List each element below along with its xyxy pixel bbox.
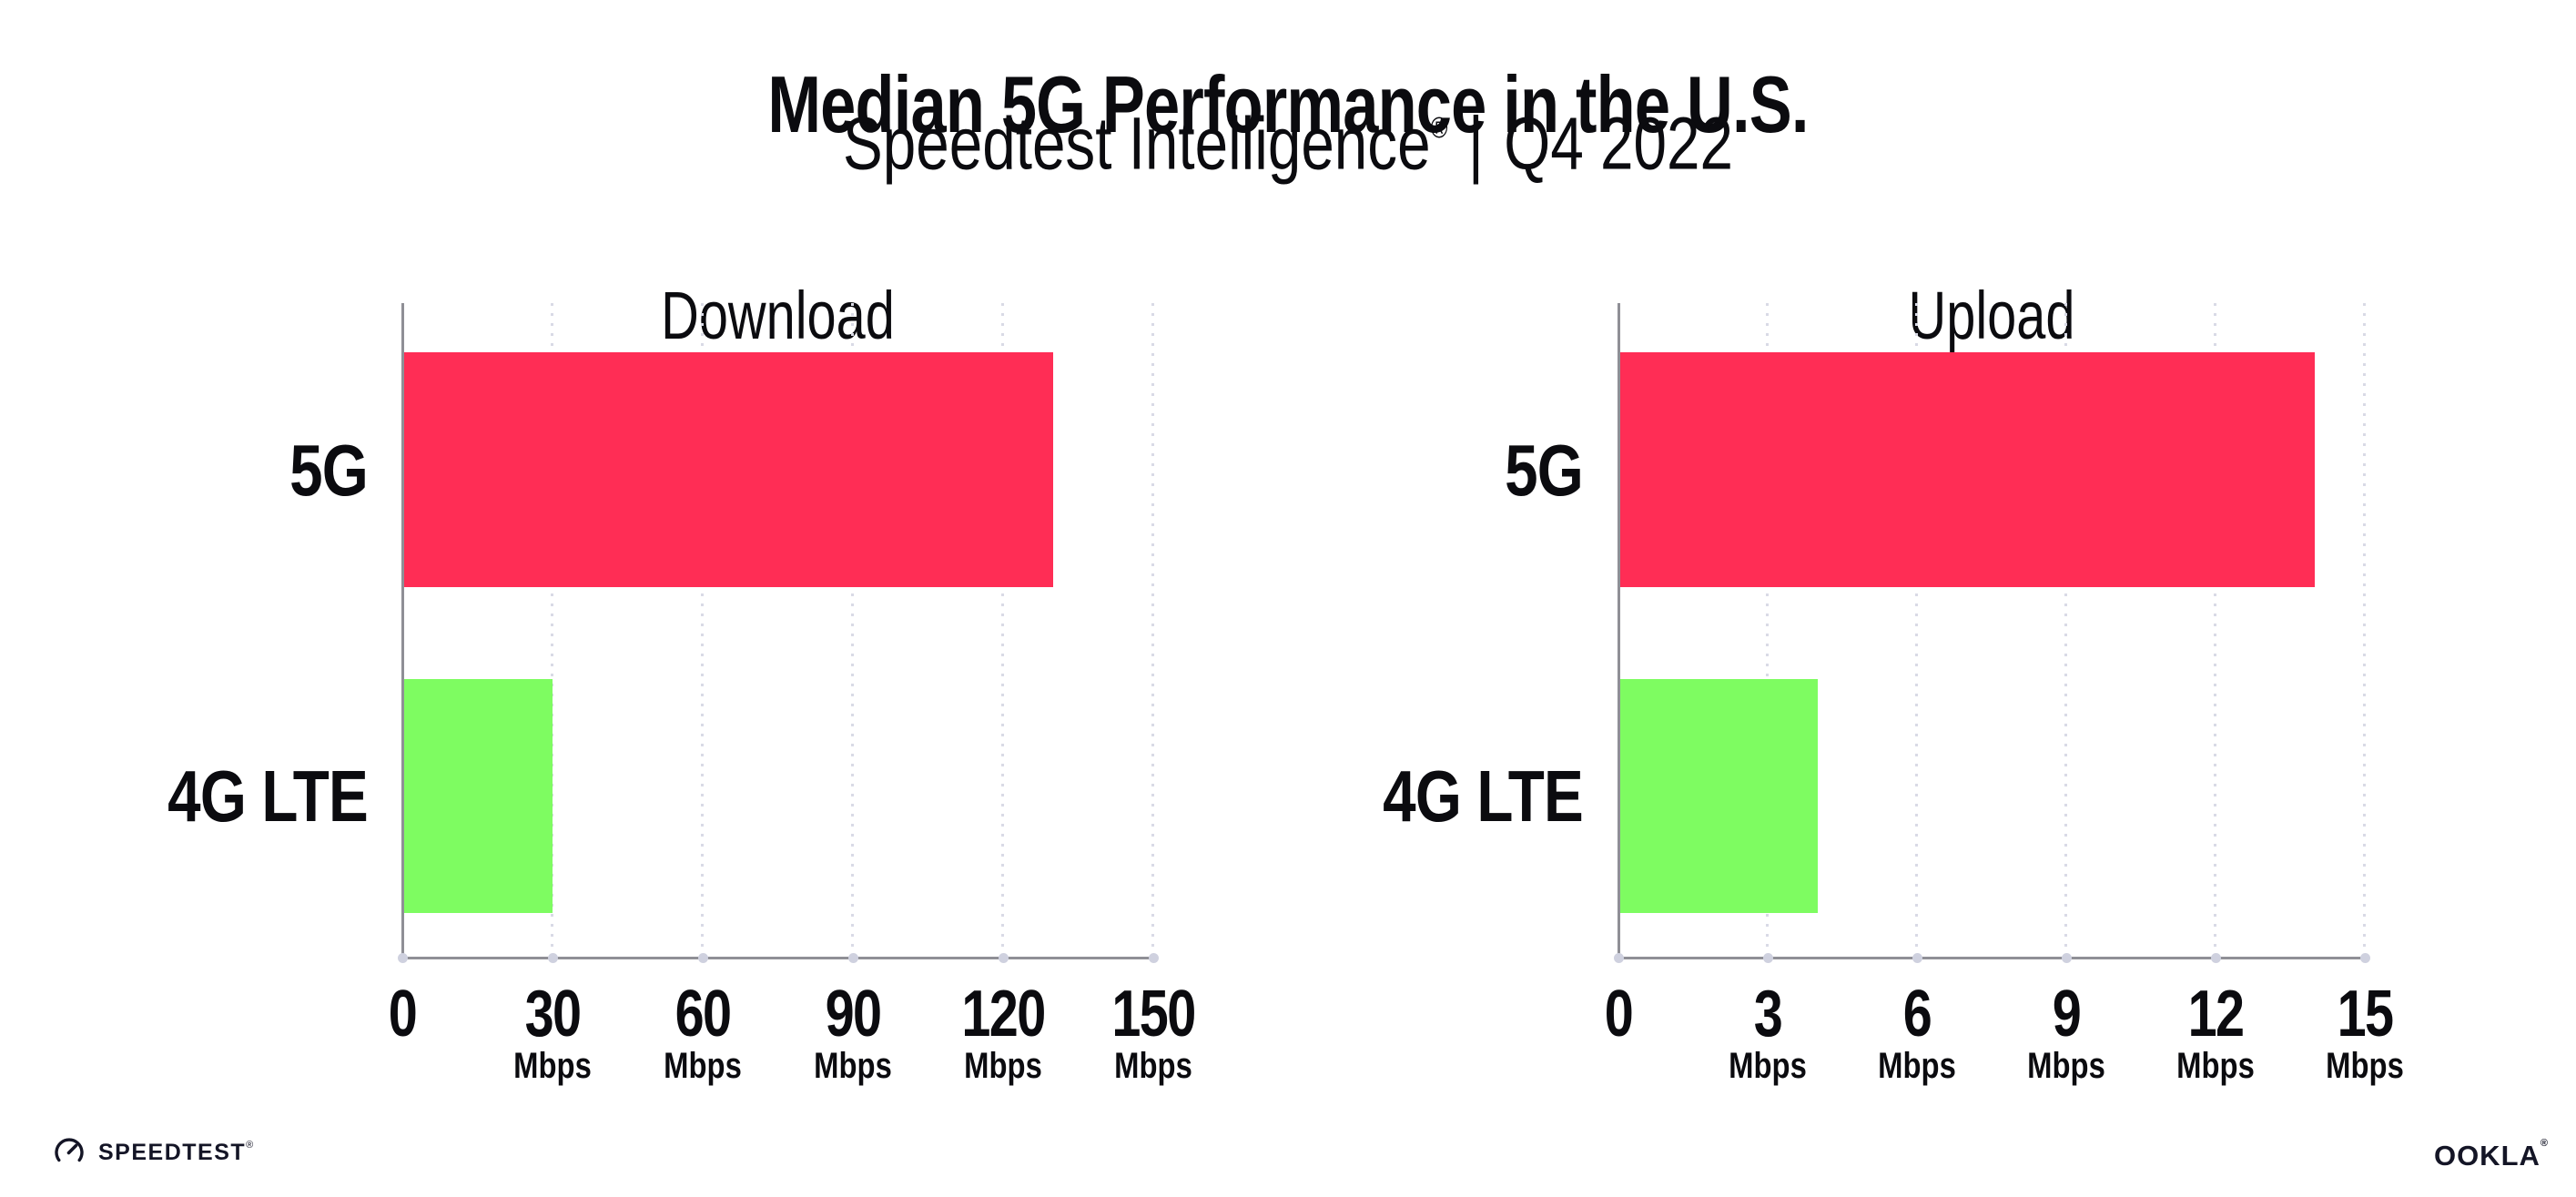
speedtest-gauge-icon — [55, 1138, 84, 1162]
registered-trademark-symbol: ® — [1430, 111, 1448, 144]
x-tick-unit: Mbps — [2176, 1046, 2255, 1086]
x-axis-line — [401, 957, 1157, 959]
chart-title-download: Download — [661, 278, 895, 354]
ookla-trademark: ® — [2540, 1137, 2549, 1149]
x-tick-label: 60 — [674, 978, 732, 1050]
axis-tick-dot — [2360, 953, 2370, 963]
subtitle-brand: Speedtest Intelligence — [843, 102, 1431, 186]
x-tick-label: 3 — [1753, 978, 1783, 1050]
ookla-logo-text: OOKLA — [2433, 1140, 2541, 1172]
x-tick-unit: Mbps — [2326, 1046, 2404, 1086]
bar-4g-lte-upload — [1618, 679, 1818, 913]
axis-tick-dot — [698, 953, 708, 963]
gridline — [1766, 303, 1769, 958]
x-tick-unit: Mbps — [964, 1046, 1042, 1086]
axis-tick-dot — [548, 953, 558, 963]
chart-title-upload: Upload — [1908, 278, 2075, 354]
axis-tick-dot — [1614, 953, 1624, 963]
x-tick-label: 120 — [961, 978, 1046, 1050]
x-tick-unit: Mbps — [513, 1046, 592, 1086]
category-label-4g-lte: 4G LTE — [167, 756, 369, 837]
y-axis-line — [1618, 303, 1620, 959]
x-tick-label: 15 — [2337, 978, 2394, 1050]
x-tick-label: 0 — [1604, 978, 1634, 1050]
x-tick-unit: Mbps — [664, 1046, 742, 1086]
gridline — [551, 303, 553, 958]
x-tick-label: 30 — [524, 978, 582, 1050]
subtitle-period: Q4 2022 — [1504, 102, 1733, 186]
gridline — [851, 303, 854, 958]
bar-5g-download — [402, 352, 1054, 587]
x-tick-unit: Mbps — [2027, 1046, 2105, 1086]
axis-tick-dot — [1763, 953, 1773, 963]
x-tick-label: 0 — [388, 978, 418, 1050]
x-tick-label: 9 — [2052, 978, 2082, 1050]
category-label-5g: 5G — [289, 430, 369, 511]
axis-tick-dot — [848, 953, 858, 963]
category-label-4g-lte: 4G LTE — [1383, 756, 1584, 837]
plot-area — [398, 303, 1159, 963]
axis-tick-dot — [1149, 953, 1159, 963]
gridline — [1001, 303, 1004, 958]
gridline — [701, 303, 704, 958]
gridline — [2214, 303, 2216, 958]
speedtest-logo-text: SPEEDTEST — [98, 1139, 247, 1165]
ookla-logo: OOKLA® — [2433, 1137, 2549, 1172]
x-axis-line — [1618, 957, 2368, 959]
axis-tick-dot — [2062, 953, 2072, 963]
x-tick-unit: Mbps — [1878, 1046, 1956, 1086]
axis-tick-dot — [1912, 953, 1922, 963]
x-tick-unit: Mbps — [1114, 1046, 1192, 1086]
gridline — [2363, 303, 2366, 958]
gridline — [1915, 303, 1918, 958]
x-tick-unit: Mbps — [1729, 1046, 1807, 1086]
bar-5g-upload — [1618, 352, 2316, 587]
bar-4g-lte-download — [402, 679, 553, 913]
axis-tick-dot — [999, 953, 1009, 963]
plot-area — [1614, 303, 2370, 963]
y-axis-line — [401, 303, 404, 959]
gridline — [2064, 303, 2067, 958]
gridline — [1151, 303, 1154, 958]
speedtest-trademark: ® — [246, 1140, 254, 1151]
axis-tick-dot — [2211, 953, 2221, 963]
x-tick-label: 6 — [1902, 978, 1932, 1050]
page-title: Median 5G Performance in the U.S. — [767, 58, 1809, 149]
axis-tick-dot — [398, 953, 408, 963]
speedtest-logo: SPEEDTEST ® — [53, 1136, 253, 1169]
category-label-5g: 5G — [1505, 430, 1584, 511]
x-tick-label: 90 — [825, 978, 882, 1050]
x-tick-label: 12 — [2187, 978, 2245, 1050]
subtitle-separator: | — [1467, 102, 1484, 186]
x-tick-unit: Mbps — [814, 1046, 892, 1086]
x-tick-label: 150 — [1111, 978, 1196, 1050]
page-subtitle: Speedtest Intelligence® | Q4 2022 — [258, 91, 2318, 186]
